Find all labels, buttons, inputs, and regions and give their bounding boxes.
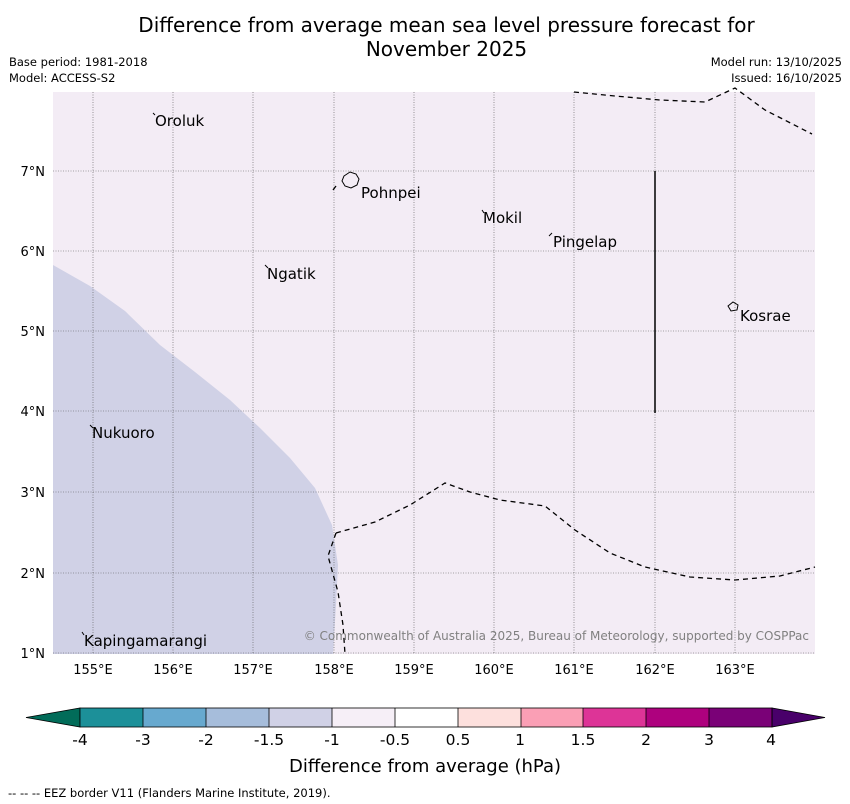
label-kapingamarangi: Kapingamarangi [84, 632, 207, 650]
lat-label-5n: 5°N [21, 325, 46, 340]
colorbar-label: 4 [766, 731, 776, 749]
lat-label-2n: 2°N [21, 567, 46, 582]
lat-label-4n: 4°N [21, 405, 46, 420]
longitude-axis: 155°E 156°E 157°E 158°E 159°E 160°E 161°… [73, 663, 755, 678]
label-nukuoro: Nukuoro [92, 424, 155, 442]
label-pingelap: Pingelap [553, 233, 617, 251]
colorbar-bin-2 [143, 708, 206, 727]
eez-borders [327, 87, 816, 655]
run-info: Model run: 13/10/2025 Issued: 16/10/2025 [711, 54, 842, 86]
title-line-1: Difference from average mean sea level p… [138, 13, 755, 37]
colorbar-label: 0.5 [446, 731, 471, 749]
colorbar-label: -1 [324, 731, 339, 749]
colorbar: -4 -3 -2 -1.5 -1 -0.5 0.5 1 1.5 2 3 4 Di… [25, 707, 826, 777]
ngatik-mark [264, 264, 269, 269]
label-oroluk: Oroluk [155, 112, 204, 130]
eez-border-central [335, 482, 816, 581]
lon-label-161e: 161°E [554, 663, 594, 678]
lon-label-156e: 156°E [153, 663, 193, 678]
colorbar-dividers [142, 708, 710, 727]
lon-label-159e: 159°E [394, 663, 434, 678]
lon-label-157e: 157°E [233, 663, 273, 678]
colorbar-label: 3 [704, 731, 714, 749]
colorbar-label: -3 [135, 731, 150, 749]
pohnpei-outline [341, 171, 360, 189]
colorbar-bin-8 [521, 708, 583, 727]
colorbar-bin-1 [80, 708, 143, 727]
title-line-2: November 2025 [365, 37, 528, 61]
colorbar-label: -2 [198, 731, 213, 749]
label-ngatik: Ngatik [267, 265, 316, 283]
colorbar-bin-10 [646, 708, 709, 727]
base-info: Base period: 1981-2018 Model: ACCESS-S2 [9, 54, 148, 86]
mokil-mark [481, 209, 485, 214]
model-run: Model run: 13/10/2025 [710, 55, 842, 69]
negative-anomaly-region [53, 265, 338, 654]
lon-label-155e: 155°E [73, 663, 113, 678]
lat-label-7n: 7°N [21, 165, 46, 180]
colorbar-extend-high [771, 707, 826, 728]
colorbar-tick-labels: -4 -3 -2 -1.5 -1 -0.5 0.5 1 1.5 2 3 4 [72, 731, 776, 749]
island-labels: Oroluk Pohnpei Mokil Pingelap Ngatik Kos… [84, 112, 791, 650]
colorbar-bin-6 [395, 708, 458, 727]
lon-label-160e: 160°E [474, 663, 514, 678]
colorbar-label: 1.5 [571, 731, 596, 749]
oroluk-mark [152, 112, 156, 116]
label-mokil: Mokil [483, 209, 522, 227]
issued-date: Issued: 16/10/2025 [731, 71, 842, 85]
colorbar-label: 2 [641, 731, 651, 749]
colorbar-bin-4 [269, 708, 332, 727]
eez-border-north [573, 87, 813, 135]
colorbar-extend-low [25, 707, 81, 728]
colorbar-bin-7 [458, 708, 521, 727]
colorbar-label: -0.5 [380, 731, 410, 749]
lat-label-6n: 6°N [21, 245, 46, 260]
model-name: Model: ACCESS-S2 [9, 71, 116, 85]
eez-legend: -- -- -- EEZ border V11 (Flanders Marine… [8, 786, 331, 800]
colorbar-bin-5 [332, 708, 395, 727]
nukuoro-mark [89, 424, 94, 429]
chart-title: Difference from average mean sea level p… [0, 13, 850, 61]
kapingamarangi-mark [81, 631, 85, 636]
colorbar-bin-11 [709, 708, 772, 727]
lon-label-163e: 163°E [715, 663, 755, 678]
colorbar-label: -1.5 [254, 731, 284, 749]
colorbar-bin-3 [206, 708, 269, 727]
kosrae-outline [727, 301, 739, 312]
lat-label-1n: 1°N [21, 647, 46, 662]
base-period: Base period: 1981-2018 [9, 55, 148, 69]
colorbar-bin-9 [583, 708, 646, 727]
colorbar-label: -4 [72, 731, 87, 749]
lat-label-3n: 3°N [21, 486, 46, 501]
eez-border-fragment [332, 185, 337, 191]
colorbar-label: 1 [515, 731, 525, 749]
colorbar-title: Difference from average (hPa) [289, 756, 561, 777]
latitude-axis: 7°N 6°N 5°N 4°N 3°N 2°N 1°N [21, 165, 46, 662]
pingelap-mark [548, 232, 553, 237]
label-pohnpei: Pohnpei [361, 184, 421, 202]
label-kosrae: Kosrae [740, 307, 791, 325]
lon-label-162e: 162°E [635, 663, 675, 678]
lon-label-158e: 158°E [314, 663, 354, 678]
copyright-notice: © Commonwealth of Australia 2025, Bureau… [304, 629, 809, 643]
colorbar-outline [79, 707, 773, 728]
island-shapes [81, 112, 739, 636]
